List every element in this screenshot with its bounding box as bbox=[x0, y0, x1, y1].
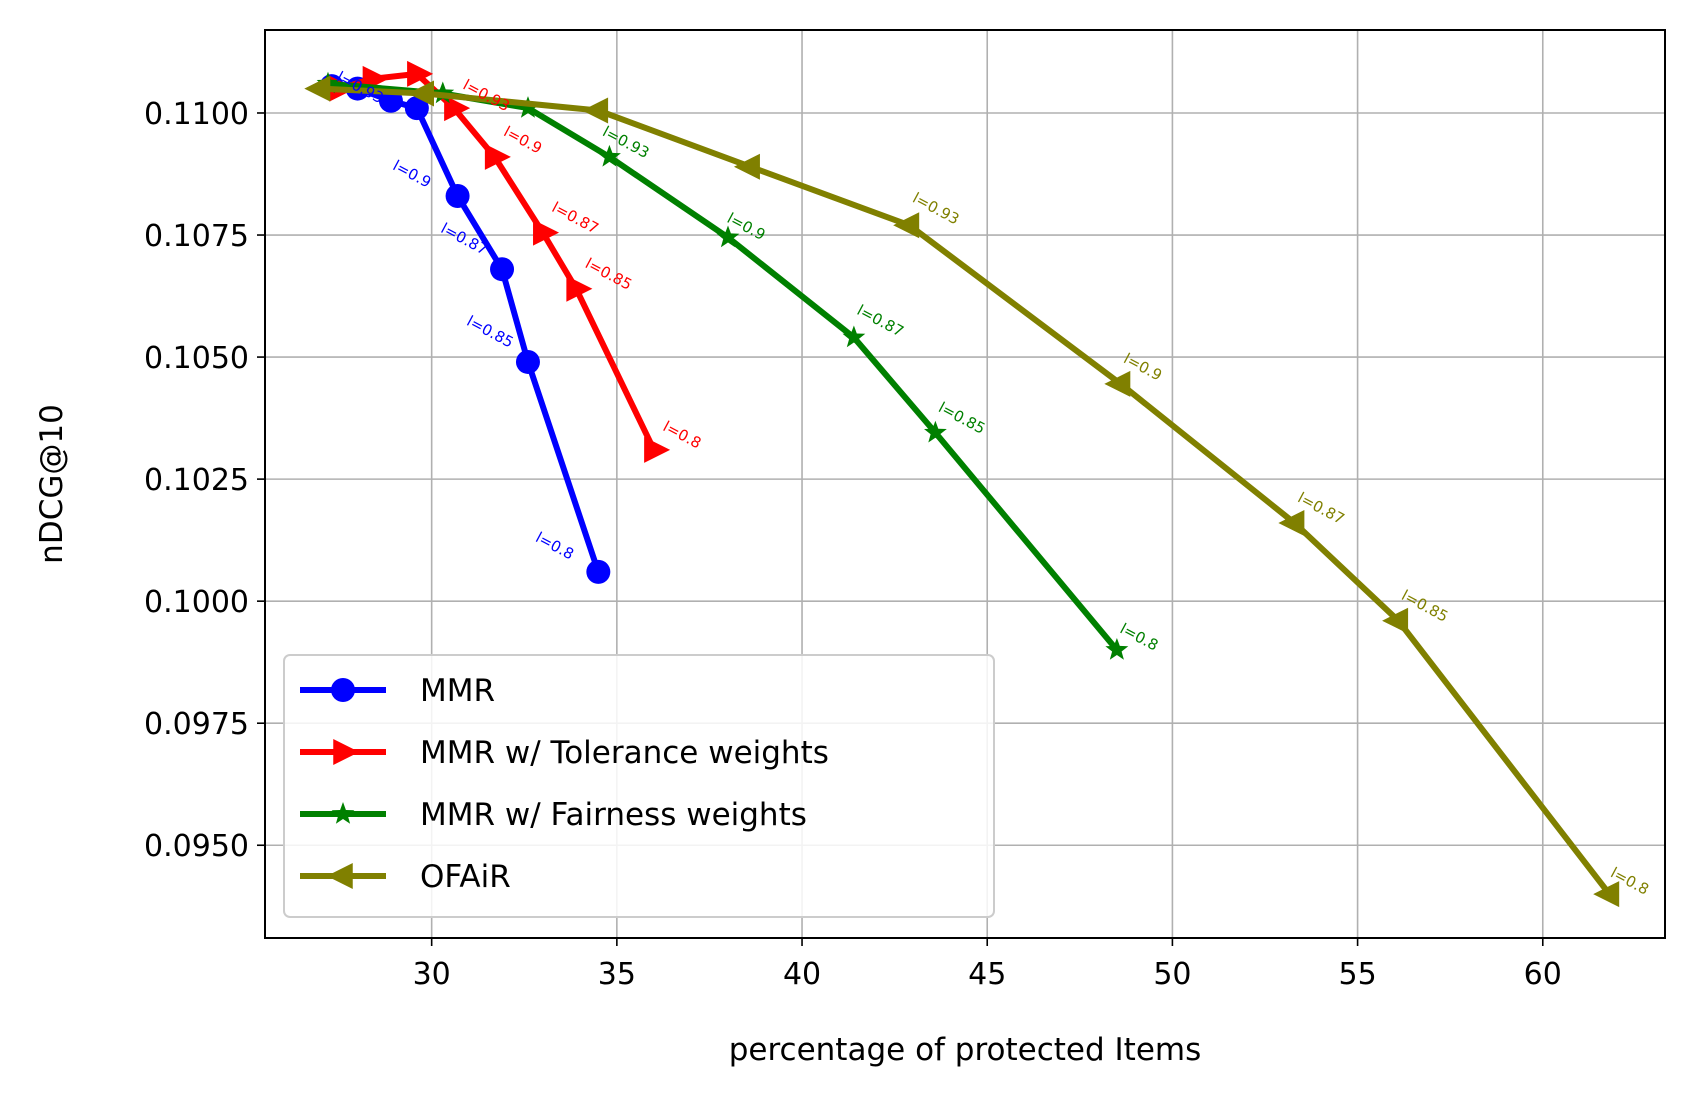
legend-swatch-marker bbox=[331, 678, 355, 702]
data-point-mmr-w-fairness-weights bbox=[924, 420, 947, 443]
legend-label: MMR w/ Fairness weights bbox=[420, 797, 807, 833]
legend-swatch-marker bbox=[326, 863, 353, 889]
y-tick-label: 0.1075 bbox=[144, 219, 249, 254]
data-point-ofair bbox=[893, 212, 920, 239]
y-axis-ticks: 0.0950 0.0975 0.1000 0.1025 0.1050 0.1075 0.11… bbox=[144, 97, 265, 864]
data-point-ofair bbox=[1278, 510, 1305, 537]
x-axis-ticks: 30 35 40 45 50 55 60 bbox=[413, 938, 1562, 992]
data-point-mmr-w-tolerance-weights bbox=[566, 275, 593, 302]
y-tick-label: 0.1050 bbox=[144, 341, 249, 376]
y-axis-label: nDCG@10 bbox=[34, 404, 70, 564]
data-point-ofair bbox=[408, 80, 435, 107]
data-point-ofair bbox=[1382, 607, 1409, 634]
grid bbox=[265, 30, 1665, 938]
legend-box bbox=[283, 654, 995, 918]
plot-frame bbox=[264, 29, 1666, 939]
legend-entry-mmr: MMR bbox=[300, 673, 495, 709]
data-point-mmr-w-tolerance-weights bbox=[444, 95, 471, 122]
data-point-ofair bbox=[582, 97, 609, 124]
y-tick-label: 0.1025 bbox=[144, 463, 249, 498]
x-axis-label: percentage of protected Items bbox=[729, 1032, 1202, 1068]
legend-entry-ofair: OFAiR bbox=[300, 859, 511, 895]
y-tick-label: 0.1000 bbox=[144, 585, 249, 620]
legend: MMR MMR w/ Tolerance weights MMR w/ Fairne… bbox=[283, 654, 995, 918]
x-tick-label: 50 bbox=[1153, 957, 1191, 992]
x-tick-label: 40 bbox=[783, 957, 821, 992]
data-point-ofair bbox=[1104, 370, 1131, 397]
data-point-mmr bbox=[515, 349, 540, 374]
legend-swatch-marker bbox=[331, 802, 355, 824]
x-tick-label: 35 bbox=[598, 957, 636, 992]
data-point-mmr bbox=[404, 96, 429, 121]
data-point-mmr bbox=[445, 183, 470, 208]
legend-entry-mmr-w-tolerance-weights: MMR w/ Tolerance weights bbox=[300, 735, 829, 771]
x-tick-label: 45 bbox=[968, 957, 1006, 992]
y-tick-label: 0.1100 bbox=[144, 97, 249, 132]
series-layer bbox=[304, 60, 1620, 908]
series-ofair bbox=[304, 75, 1620, 908]
x-tick-label: 55 bbox=[1338, 957, 1376, 992]
data-point-mmr-w-fairness-weights bbox=[842, 325, 866, 348]
data-point-ofair bbox=[733, 153, 760, 180]
data-point-ofair bbox=[304, 75, 331, 102]
legend-label: OFAiR bbox=[420, 859, 511, 895]
data-point-mmr-w-fairness-weights bbox=[598, 144, 621, 167]
legend-entry-mmr-w-fairness-weights: MMR w/ Fairness weights bbox=[300, 797, 807, 833]
y-tick-label: 0.0975 bbox=[144, 707, 249, 742]
x-tick-label: 60 bbox=[1524, 957, 1562, 992]
data-point-ofair bbox=[1593, 881, 1620, 908]
data-point-mmr-w-tolerance-weights bbox=[407, 60, 434, 87]
data-point-mmr-w-tolerance-weights bbox=[484, 143, 511, 170]
data-point-mmr-w-fairness-weights bbox=[516, 96, 540, 118]
legend-label: MMR w/ Tolerance weights bbox=[420, 735, 829, 771]
data-point-mmr-w-fairness-weights bbox=[716, 225, 740, 248]
data-point-mmr bbox=[490, 257, 515, 282]
legend-swatch-marker bbox=[333, 739, 360, 765]
x-tick-label: 30 bbox=[413, 957, 451, 992]
data-point-mmr-w-tolerance-weights bbox=[533, 219, 560, 246]
legend-label: MMR bbox=[420, 673, 495, 709]
y-tick-label: 0.0950 bbox=[144, 829, 249, 864]
data-point-mmr-w-fairness-weights bbox=[1105, 638, 1129, 660]
data-point-mmr-w-tolerance-weights bbox=[644, 436, 671, 463]
data-point-mmr bbox=[586, 559, 611, 584]
